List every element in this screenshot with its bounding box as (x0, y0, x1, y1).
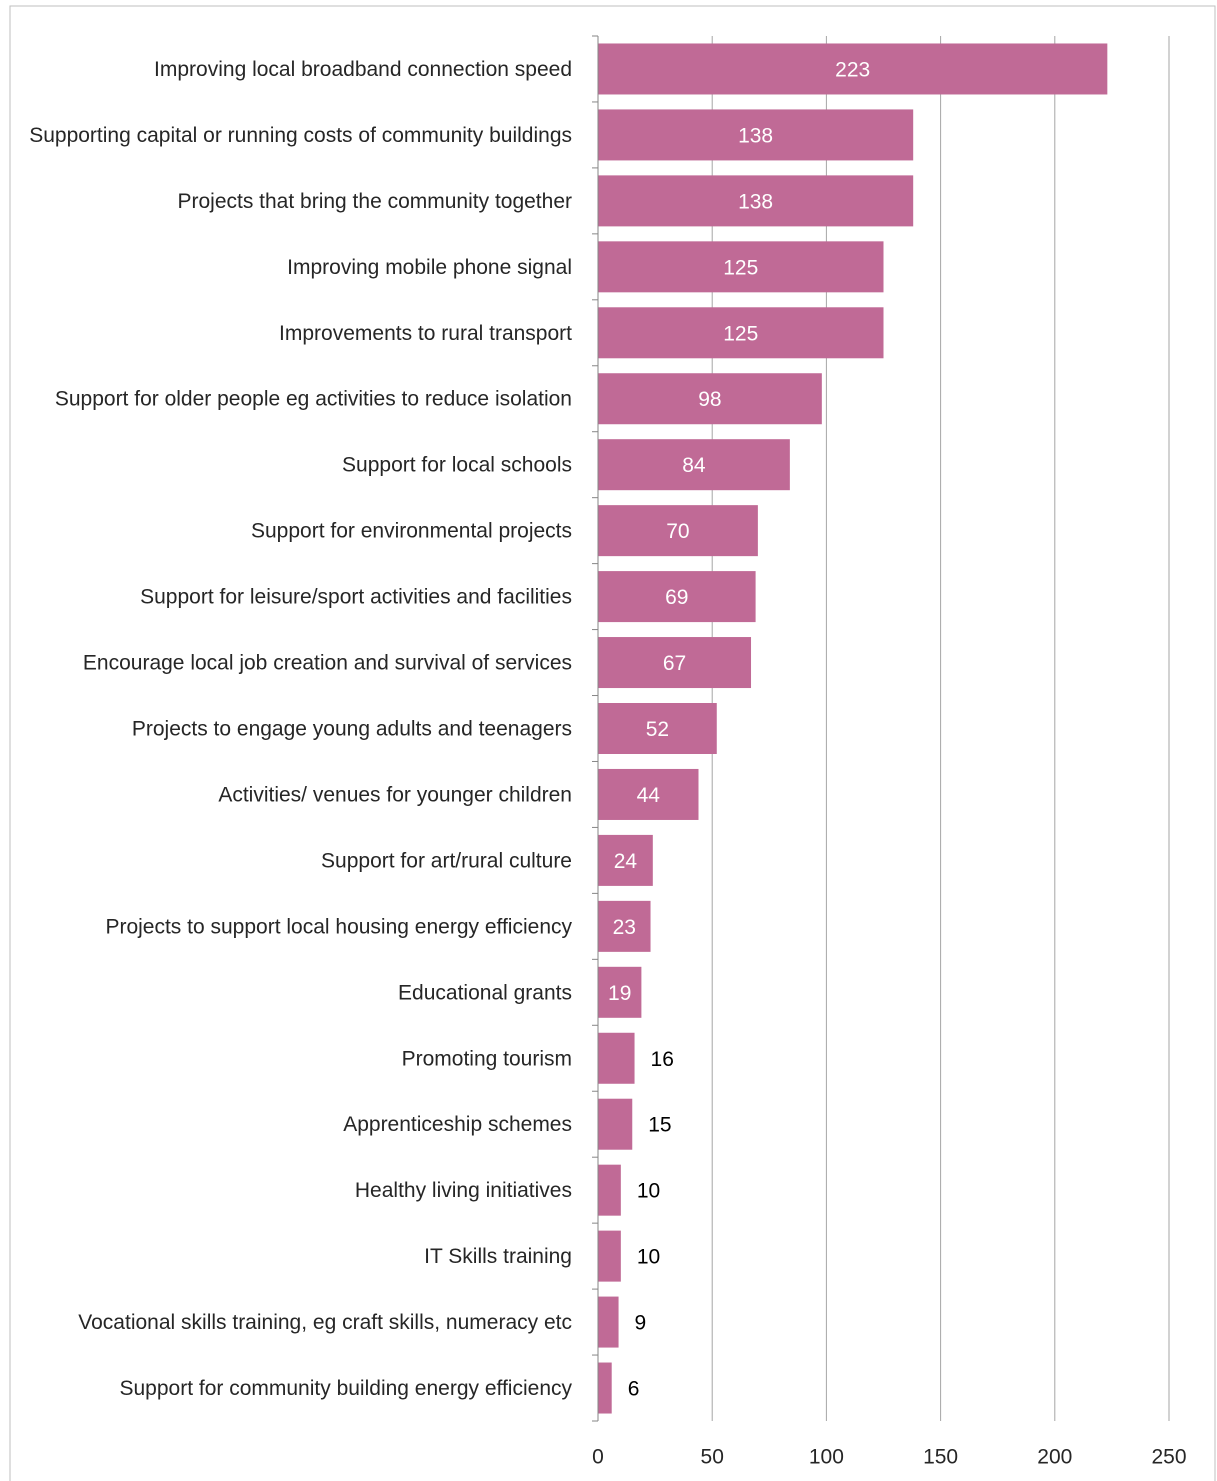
value-label-4: 125 (723, 322, 758, 345)
value-label-11: 44 (637, 784, 661, 807)
category-label-6: Support for local schools (342, 453, 572, 476)
value-label-17: 10 (637, 1180, 660, 1203)
bar-9 (598, 637, 752, 689)
value-label-10: 52 (646, 718, 669, 741)
value-label-20: 6 (628, 1378, 640, 1401)
bar-3 (598, 241, 884, 293)
bar-1 (598, 109, 914, 161)
value-label-12: 24 (614, 850, 638, 873)
category-label-16: Apprenticeship schemes (343, 1113, 572, 1136)
bar-13 (598, 900, 651, 952)
category-label-10: Projects to engage young adults and teen… (132, 717, 572, 740)
bar-17 (598, 1164, 621, 1216)
bar-8 (598, 571, 756, 623)
x-tick-label-250: 250 (1151, 1446, 1186, 1469)
category-label-18: IT Skills training (424, 1245, 572, 1268)
bar-4 (598, 307, 884, 359)
bar-0 (598, 43, 1108, 95)
x-tick-label-100: 100 (809, 1446, 844, 1469)
category-label-11: Activities/ venues for younger children (218, 783, 572, 806)
category-label-0: Improving local broadband connection spe… (154, 57, 572, 80)
bar-18 (598, 1230, 621, 1282)
bar-5 (598, 373, 822, 425)
x-tick-label-150: 150 (923, 1446, 958, 1469)
category-label-4: Improvements to rural transport (279, 321, 572, 344)
bar-7 (598, 505, 758, 557)
value-label-5: 98 (698, 388, 721, 411)
value-label-13: 23 (613, 916, 636, 939)
category-label-8: Support for leisure/sport activities and… (140, 585, 572, 608)
value-label-8: 69 (665, 586, 688, 609)
bar-20 (598, 1362, 612, 1414)
value-label-3: 125 (723, 256, 758, 279)
x-tick-labels: 0 50 100 150 200 250 (592, 1446, 1186, 1469)
bar-6 (598, 439, 790, 491)
category-label-7: Support for environmental projects (251, 519, 572, 542)
bar-15 (598, 1032, 635, 1084)
bar-14 (598, 966, 642, 1018)
bar-19 (598, 1296, 619, 1348)
category-label-14: Educational grants (398, 981, 572, 1004)
category-label-12: Support for art/rural culture (321, 849, 572, 872)
value-label-1: 138 (738, 124, 773, 147)
category-labels: Improving local broadband connection spe… (29, 57, 572, 1399)
value-label-0: 223 (835, 58, 870, 81)
category-label-2: Projects that bring the community togeth… (177, 189, 572, 212)
bar-11 (598, 768, 699, 820)
bars (598, 43, 1108, 1414)
value-label-15: 16 (651, 1048, 674, 1071)
value-label-19: 9 (635, 1312, 647, 1335)
bar-12 (598, 834, 653, 886)
value-label-7: 70 (666, 520, 689, 543)
category-label-5: Support for older people eg activities t… (55, 387, 572, 410)
category-label-9: Encourage local job creation and surviva… (83, 651, 572, 674)
category-label-1: Supporting capital or running costs of c… (29, 123, 572, 146)
category-label-17: Healthy living initiatives (355, 1179, 572, 1202)
category-label-3: Improving mobile phone signal (287, 255, 572, 278)
value-label-18: 10 (637, 1246, 660, 1269)
chart-border (9, 5, 1216, 1481)
bar-2 (598, 175, 914, 227)
value-label-9: 67 (663, 652, 686, 675)
data-labels: 2231381381251259884706967524424231916151… (608, 58, 870, 1400)
axes (592, 35, 599, 1422)
x-tick-label-200: 200 (1037, 1446, 1072, 1469)
x-tick-label-0: 0 (592, 1446, 604, 1469)
category-label-20: Support for community building energy ef… (119, 1377, 572, 1400)
value-label-6: 84 (682, 454, 706, 477)
bar-16 (598, 1098, 633, 1150)
category-label-19: Vocational skills training, eg craft ski… (78, 1311, 572, 1334)
category-label-13: Projects to support local housing energy… (105, 915, 572, 938)
bar-10 (598, 703, 717, 754)
category-label-15: Promoting tourism (402, 1047, 572, 1070)
value-label-2: 138 (738, 190, 773, 213)
value-label-16: 15 (648, 1114, 671, 1137)
value-label-14: 19 (608, 982, 631, 1005)
x-tick-label-50: 50 (701, 1446, 724, 1469)
